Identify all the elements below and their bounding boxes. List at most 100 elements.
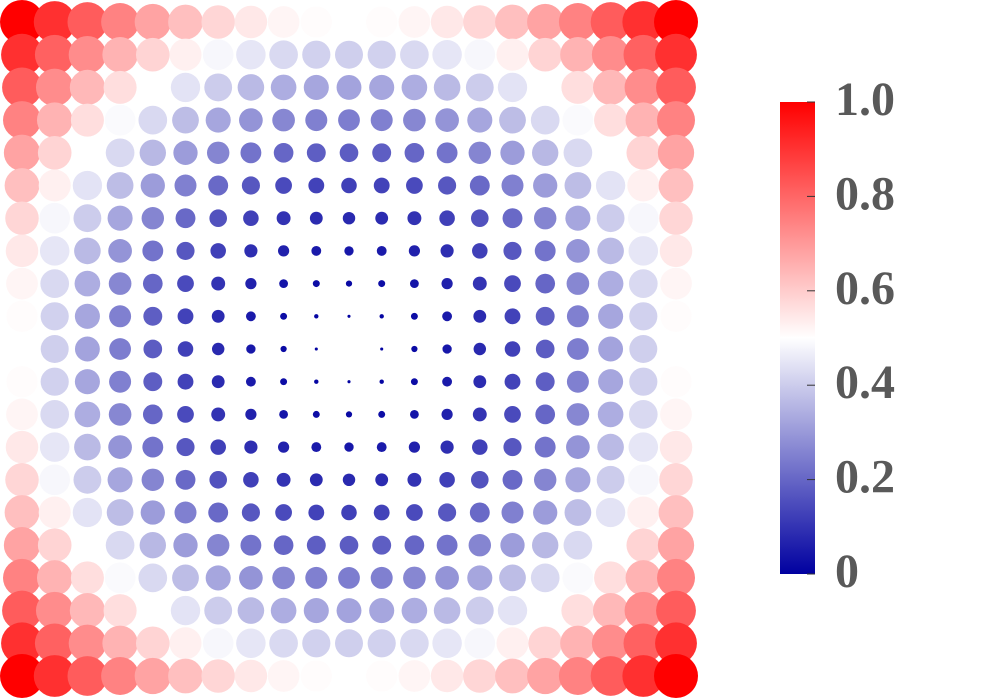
dot bbox=[170, 72, 201, 103]
dot bbox=[211, 342, 225, 356]
dot bbox=[336, 74, 362, 100]
dot bbox=[38, 169, 71, 202]
dot bbox=[627, 464, 659, 496]
dot bbox=[628, 432, 659, 462]
dot bbox=[378, 280, 386, 288]
dot bbox=[442, 376, 453, 387]
dot bbox=[169, 627, 202, 660]
dot bbox=[74, 237, 101, 265]
dot bbox=[244, 244, 258, 258]
dot bbox=[107, 467, 133, 493]
dot bbox=[143, 339, 163, 359]
dot bbox=[308, 177, 325, 194]
dot bbox=[430, 5, 464, 39]
dot bbox=[69, 593, 105, 629]
dot bbox=[342, 211, 356, 225]
dot bbox=[407, 472, 422, 487]
dot bbox=[624, 68, 663, 107]
dot bbox=[5, 430, 39, 464]
dot bbox=[367, 40, 396, 69]
dot bbox=[406, 177, 423, 194]
dot bbox=[105, 138, 135, 168]
dot bbox=[177, 406, 194, 423]
dot bbox=[623, 34, 664, 75]
dot bbox=[624, 591, 663, 630]
dot bbox=[246, 344, 256, 354]
dot bbox=[375, 211, 389, 225]
dot bbox=[463, 5, 497, 39]
dot bbox=[403, 108, 426, 132]
dot bbox=[561, 594, 595, 628]
dot bbox=[0, 654, 44, 698]
dot bbox=[465, 73, 494, 102]
dot bbox=[628, 236, 659, 266]
dot bbox=[103, 70, 137, 104]
dot bbox=[558, 3, 597, 41]
dot bbox=[562, 562, 594, 594]
dot bbox=[314, 347, 318, 351]
dot bbox=[504, 406, 521, 423]
dot bbox=[471, 471, 489, 489]
dot bbox=[338, 567, 360, 589]
dot bbox=[314, 379, 319, 384]
dot bbox=[626, 528, 661, 563]
dot bbox=[558, 657, 597, 695]
dot bbox=[495, 4, 530, 40]
dot bbox=[142, 436, 164, 458]
dot bbox=[655, 33, 697, 76]
dot bbox=[245, 408, 257, 421]
dot bbox=[104, 104, 136, 136]
dot bbox=[564, 499, 592, 526]
dot bbox=[270, 74, 297, 101]
dot bbox=[528, 626, 563, 661]
dot bbox=[566, 239, 590, 263]
dot bbox=[175, 208, 196, 229]
dot bbox=[595, 137, 627, 169]
dot bbox=[272, 108, 295, 132]
dot bbox=[440, 244, 454, 258]
dot bbox=[411, 345, 418, 353]
dot bbox=[596, 204, 625, 233]
dot bbox=[68, 624, 107, 663]
dot bbox=[471, 209, 489, 227]
dot bbox=[333, 660, 365, 692]
dot bbox=[527, 3, 564, 41]
dot bbox=[269, 40, 298, 70]
dot bbox=[234, 5, 268, 39]
dot bbox=[565, 205, 591, 231]
dot bbox=[410, 410, 419, 419]
dot bbox=[379, 379, 384, 384]
dot bbox=[623, 623, 664, 664]
dot bbox=[303, 74, 329, 100]
dot bbox=[138, 105, 168, 135]
dot bbox=[344, 246, 354, 256]
dot bbox=[236, 39, 266, 70]
dot bbox=[347, 380, 351, 384]
dot bbox=[243, 210, 259, 226]
dot bbox=[595, 497, 626, 528]
dot bbox=[590, 656, 631, 696]
dot bbox=[344, 442, 354, 452]
dot bbox=[142, 404, 163, 425]
dot bbox=[560, 36, 596, 73]
dot bbox=[529, 595, 561, 627]
dot bbox=[503, 241, 522, 260]
dot bbox=[34, 34, 75, 75]
dot bbox=[465, 596, 494, 625]
dot bbox=[435, 108, 459, 132]
dot bbox=[72, 170, 103, 201]
dot bbox=[533, 468, 557, 492]
dot bbox=[236, 628, 266, 659]
dot bbox=[376, 442, 387, 453]
dot bbox=[73, 465, 102, 494]
dot bbox=[106, 172, 134, 199]
dot bbox=[134, 657, 171, 695]
dot bbox=[40, 334, 69, 364]
dot bbox=[276, 211, 291, 226]
dot bbox=[595, 529, 627, 561]
dot bbox=[657, 101, 695, 140]
dot bbox=[629, 302, 658, 331]
dot bbox=[201, 659, 235, 693]
colorbar-tick-label: 0.6 bbox=[835, 262, 895, 315]
dot bbox=[168, 4, 203, 40]
